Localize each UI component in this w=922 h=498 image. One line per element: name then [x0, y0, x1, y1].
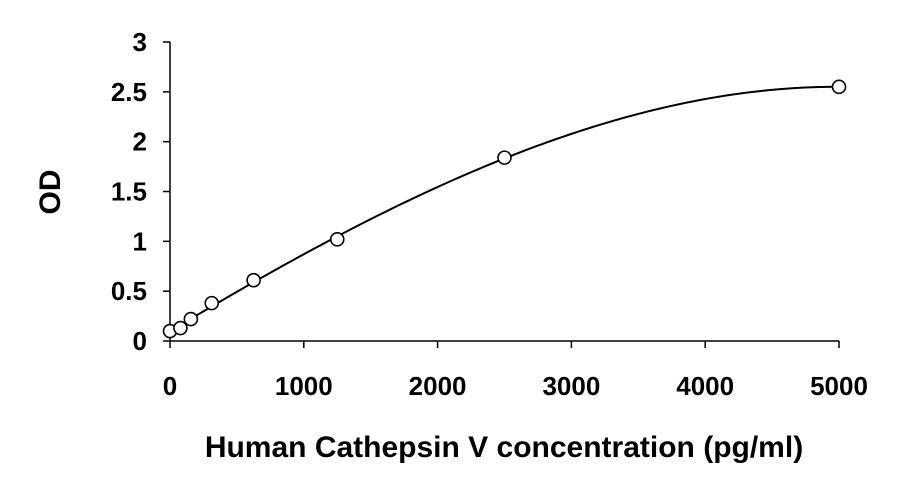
y-tick-label: 2.5 — [111, 77, 147, 107]
x-tick-label: 2000 — [409, 371, 467, 401]
x-tick-label: 1000 — [275, 371, 333, 401]
data-point — [173, 320, 188, 336]
y-tick-label: 3 — [133, 27, 147, 57]
data-point — [246, 272, 261, 288]
data-point — [204, 295, 220, 311]
x-axis-title: Human Cathepsin V concentration (pg/ml) — [205, 431, 803, 464]
y-tick-label: 2 — [133, 127, 147, 157]
x-axis-ticks: 0 1000 2000 3000 4000 5000 — [163, 341, 868, 401]
y-tick-label: 0 — [133, 326, 147, 356]
x-tick-label: 0 — [163, 371, 177, 401]
x-tick-label: 4000 — [676, 371, 734, 401]
fit-curve — [169, 85, 839, 333]
data-point — [831, 79, 847, 95]
data-point — [497, 150, 512, 165]
data-point — [183, 311, 199, 327]
axes — [169, 42, 839, 342]
x-tick-label: 5000 — [810, 371, 868, 401]
y-axis-title: OD — [34, 170, 67, 215]
data-point — [329, 232, 345, 247]
y-tick-label: 0.5 — [111, 276, 147, 306]
x-tick-label: 3000 — [542, 371, 600, 401]
y-tick-label: 1 — [133, 226, 147, 256]
data-points — [162, 79, 847, 339]
y-axis-ticks: 0 0.5 1 1.5 2 2.5 3 — [111, 27, 170, 356]
y-tick-label: 1.5 — [111, 177, 147, 207]
